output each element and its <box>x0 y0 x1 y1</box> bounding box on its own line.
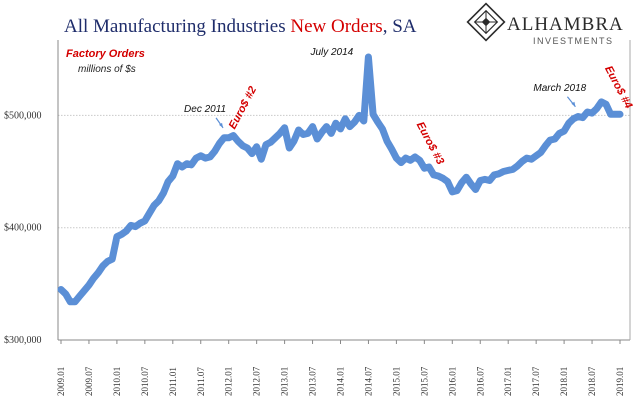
x-tick-label: 2017.07 <box>531 366 541 396</box>
title-part2: , SA <box>383 16 417 37</box>
x-tick-label: 2017.01 <box>503 367 513 396</box>
x-tick-labels: 2009.01 2009.07 2010.01 2010.07 2011.01 2011.… <box>56 340 625 396</box>
annotation-date: Dec 2011 <box>184 104 226 115</box>
annotation-date: March 2018 <box>533 83 586 94</box>
x-tick-label: 2019.01 <box>615 367 625 396</box>
unit-label: millions of $s <box>78 64 136 75</box>
series-line-factory-orders <box>57 53 624 306</box>
series <box>57 53 624 306</box>
x-tick-label: 2009.01 <box>56 367 66 396</box>
y-tick-label: $500,000 <box>4 110 42 121</box>
x-tick-label: 2018.07 <box>587 366 597 396</box>
x-tick-label: 2012.07 <box>252 366 262 396</box>
y-tick-labels: $300,000 $400,000 $500,000 <box>4 110 42 346</box>
x-tick-label: 2011.01 <box>168 367 178 396</box>
x-tick-label: 2016.07 <box>475 366 485 396</box>
x-tick-label: 2010.07 <box>140 366 150 396</box>
x-tick-label: 2016.01 <box>447 367 457 396</box>
x-tick-label: 2015.07 <box>419 366 429 396</box>
annotation-date: July 2014 <box>309 47 353 58</box>
title-accent: New Orders <box>290 16 382 37</box>
brand-name: ALHAMBRA <box>507 14 624 35</box>
x-tick-label: 2014.01 <box>336 367 346 396</box>
x-tick-label: 2010.01 <box>112 367 122 396</box>
x-tick-label: 2009.07 <box>84 366 94 396</box>
annotation-arrowhead <box>219 122 224 128</box>
annotation-arrowhead <box>571 101 576 107</box>
x-tick-label: 2013.01 <box>280 367 290 396</box>
x-tick-label: 2018.01 <box>559 367 569 396</box>
y-tick-label: $300,000 <box>4 335 42 346</box>
x-tick-label: 2011.07 <box>196 367 206 396</box>
diamond-lattice-icon <box>466 2 506 42</box>
brand-sub: INVESTMENTS <box>533 36 614 46</box>
x-tick-label: 2015.01 <box>391 367 401 396</box>
x-tick-label: 2013.07 <box>308 366 318 396</box>
x-tick-label: 2012.01 <box>224 367 234 396</box>
annotation-euro: Euro$ #2 <box>227 84 259 131</box>
gridlines <box>58 114 630 229</box>
title-part1: All Manufacturing Industries <box>64 16 290 37</box>
chart-title: All Manufacturing Industries New Orders,… <box>64 16 417 37</box>
y-tick-label: $400,000 <box>4 223 42 234</box>
series-title: Factory Orders <box>66 48 145 60</box>
x-tick-label: 2014.07 <box>363 366 373 396</box>
